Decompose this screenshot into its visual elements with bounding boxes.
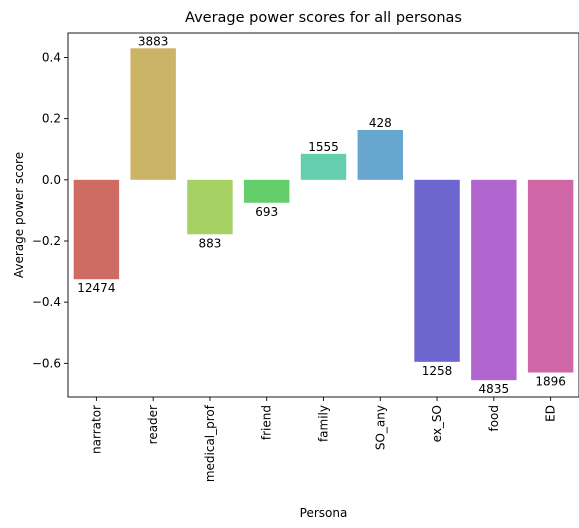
- y-tick-label: 0.4: [42, 50, 61, 64]
- x-tick-label-family: family: [317, 405, 331, 442]
- y-tick-label: −0.2: [32, 234, 61, 248]
- x-axis-ticks: narrator reader medical_prof friend family SO…: [89, 397, 558, 482]
- data-label-food: 4835: [479, 382, 510, 396]
- bar-ex_SO: [414, 179, 460, 362]
- x-tick-label-food: food: [487, 405, 501, 432]
- bar-ED: [527, 179, 574, 373]
- bar-reader: [130, 48, 176, 180]
- chart-title: Average power scores for all personas: [185, 10, 462, 26]
- data-label-narrator: 12474: [77, 281, 115, 295]
- data-label-SO_any: 428: [369, 116, 392, 130]
- y-axis-label: Average power score: [12, 152, 26, 278]
- plot-frame: [67, 32, 579, 398]
- data-label-ED: 1896: [535, 375, 566, 389]
- data-label-medical_prof: 883: [198, 236, 221, 250]
- x-axis-label: Persona: [300, 506, 348, 520]
- bar-SO_any: [357, 129, 403, 180]
- data-label-ex_SO: 1258: [422, 364, 453, 378]
- x-tick-label-medical_prof: medical_prof: [203, 404, 217, 482]
- bar-narrator: [73, 179, 120, 280]
- bars-group: [73, 48, 574, 381]
- bar-family: [300, 153, 347, 180]
- data-labels-group: 12474 3883 883 693 1555 428 1258 4835 1896: [77, 34, 566, 396]
- x-tick-label-ex_SO: ex_SO: [430, 405, 444, 442]
- x-tick-label-ED: ED: [544, 405, 558, 422]
- x-tick-label-reader: reader: [146, 405, 160, 444]
- y-tick-label: 0.0: [42, 173, 61, 187]
- bar-medical_prof: [187, 179, 233, 235]
- x-tick-label-friend: friend: [260, 405, 274, 440]
- y-tick-label: −0.6: [32, 356, 61, 370]
- y-axis-ticks: −0.6 −0.4 −0.2 0.0 0.2 0.4: [32, 50, 68, 370]
- bar-friend: [244, 179, 290, 203]
- bar-food: [471, 179, 517, 381]
- y-tick-label: 0.2: [42, 112, 61, 126]
- data-label-family: 1555: [308, 140, 339, 154]
- y-tick-label: −0.4: [32, 295, 61, 309]
- x-tick-label-narrator: narrator: [89, 405, 103, 454]
- data-label-friend: 693: [255, 205, 278, 219]
- data-label-reader: 3883: [138, 34, 169, 48]
- x-tick-label-SO_any: SO_any: [373, 405, 387, 450]
